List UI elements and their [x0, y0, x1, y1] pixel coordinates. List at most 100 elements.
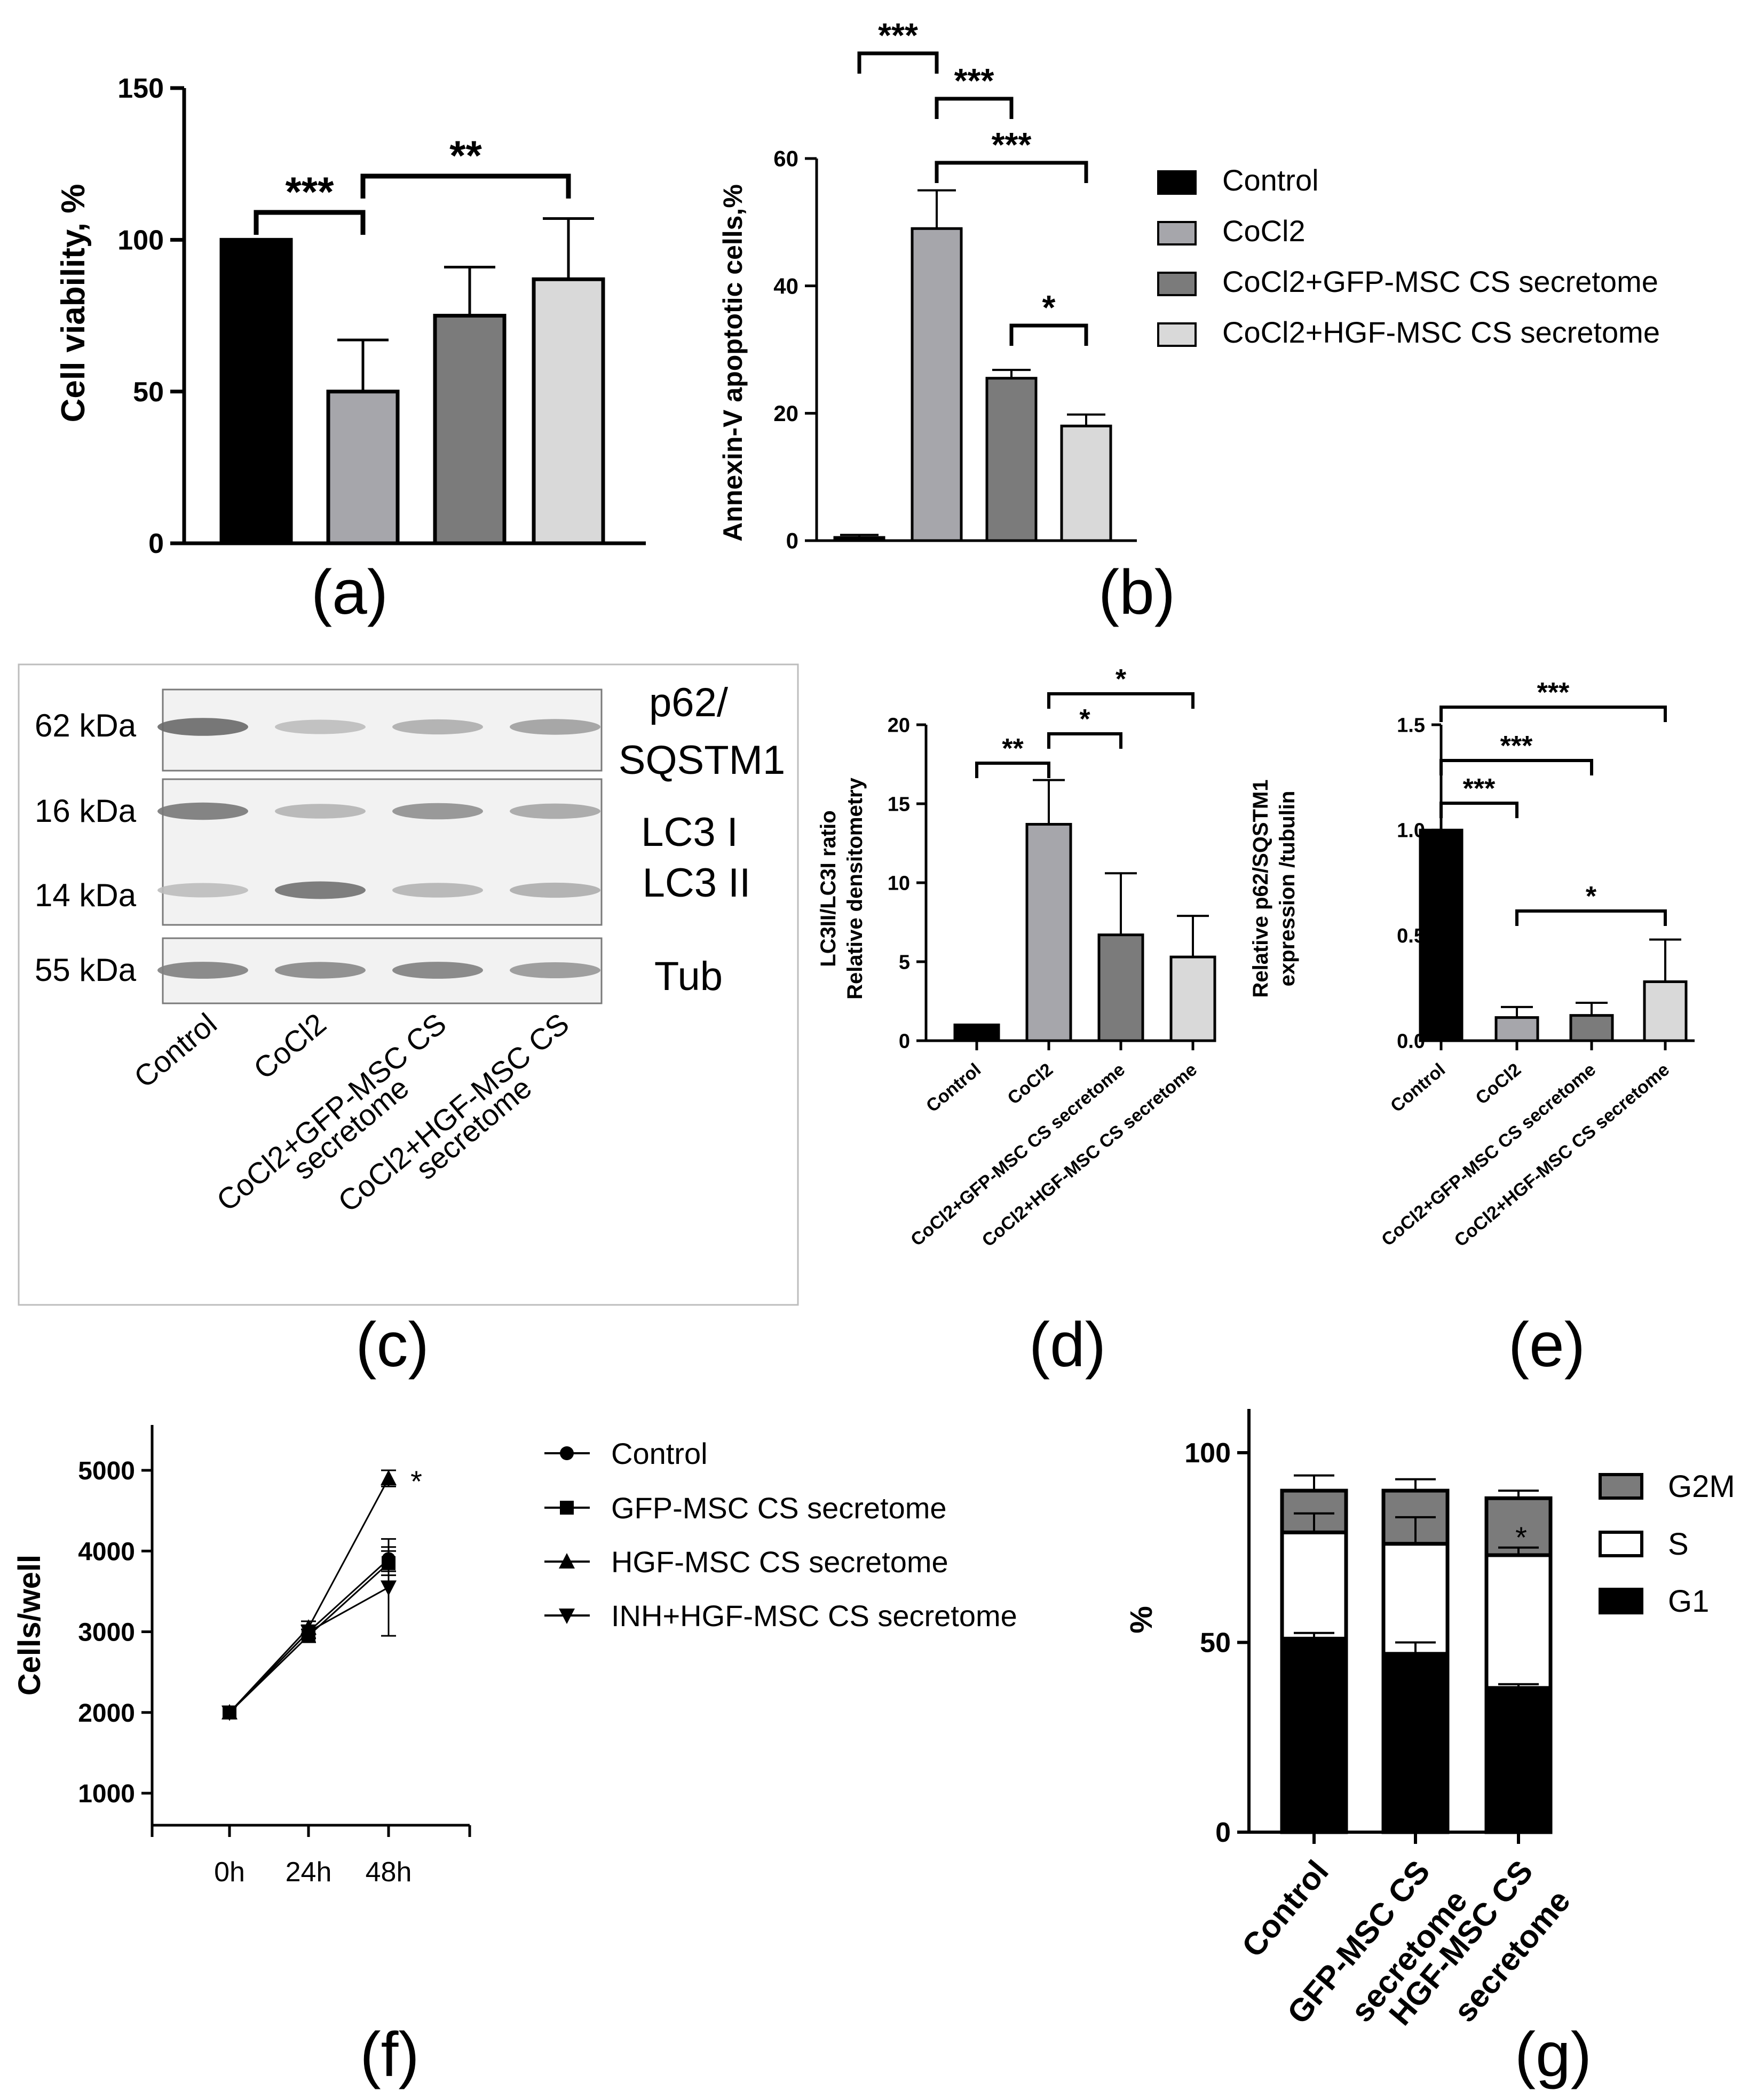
panel-e-bar-cocl2: [1494, 1016, 1539, 1042]
legend-label-control: Control: [1222, 163, 1319, 197]
panel-b-significance-bracket: [857, 51, 939, 74]
panel-b-bar-hgf: [1060, 424, 1112, 542]
panel-e-significance-stars: *: [1586, 881, 1597, 912]
panel-a-y-tick-label: 150: [117, 73, 164, 104]
panel-g-segment-s-control: [1280, 1530, 1348, 1641]
blot-band-lc3ii-lane-3: [392, 883, 483, 898]
panel-a-bar-control: [219, 237, 293, 545]
blot-band-lc3ii-lane-1: [157, 883, 248, 898]
panel-e-significance-stars: ***: [1463, 773, 1496, 804]
panel-d-significance-bracket: [975, 762, 1050, 778]
panel-b-significance-bracket: [935, 161, 1088, 183]
legend-label-g1: G1: [1668, 1584, 1709, 1619]
panel-a-bar-cocl2: [326, 390, 400, 545]
panel-d-label: (d): [1029, 1310, 1106, 1380]
legend-swatch-hgf: [1157, 322, 1197, 347]
panel-a-bar-gfp: [433, 314, 507, 545]
panel-e-significance-stars: ***: [1537, 677, 1570, 708]
blot-band-p62-lane-2: [275, 719, 366, 734]
panel-e-y-tick-label: 0.5: [1397, 925, 1425, 947]
panel-f-growth-curve: * 1000 2000 3000 4000 5000 0h 24h 48h Cells/wel…: [12, 1425, 1017, 2090]
panel-e-significance-bracket: [1515, 909, 1667, 926]
panel-g-ylabel: %: [1124, 1606, 1159, 1634]
panel-e-y-tick-label: 1.0: [1397, 820, 1425, 842]
panel-e-y-tick-label: 1.5: [1397, 714, 1425, 736]
panel-a-label: (a): [311, 557, 388, 628]
panel-d-y-tick-label: 15: [888, 793, 910, 815]
panel-b-bar-gfp: [985, 377, 1038, 542]
panel-f-y-tick-label: 2000: [78, 1699, 135, 1728]
panel-d-bar-hgf: [1169, 955, 1216, 1042]
panel-g-legend: G2M S G1: [1599, 1469, 1735, 1619]
kda-label-14: 14 kDa: [35, 877, 137, 913]
legend-marker-inh-hgf: [559, 1609, 575, 1624]
panel-a-significance-stars: **: [449, 132, 482, 179]
blot-strip-lc3: [162, 778, 603, 926]
kda-label-55: 55 kDa: [35, 952, 137, 988]
panel-f-significance-star: *: [410, 1464, 422, 1498]
panel-g-segment-s-hgf: [1484, 1553, 1553, 1690]
panel-f-ylabel: Cells/well: [12, 1555, 47, 1696]
blot-band-p62-lane-3: [392, 719, 483, 735]
legend-label-s: S: [1668, 1527, 1689, 1562]
panel-d-bar-cocl2: [1025, 822, 1072, 1042]
panel-e-bar-gfp: [1569, 1014, 1614, 1042]
panel-a-y-tick-label: 50: [133, 377, 164, 408]
panel-e-ylabel-line2: expression /tubulin: [1276, 791, 1299, 987]
panel-g-y-tick-label: 100: [1184, 1438, 1231, 1469]
panel-f-x-tick-label: 0h: [214, 1857, 245, 1888]
legend-label-inh-hgf: INH+HGF-MSC CS secretome: [611, 1599, 1017, 1633]
panel-d-y-tick-label: 0: [899, 1030, 910, 1052]
panel-b-bar-cocl2: [911, 227, 963, 542]
protein-label-sqstm1: SQSTM1: [619, 738, 786, 783]
legend-label-hgf: CoCl2+HGF-MSC CS secretome: [1222, 315, 1660, 349]
legend-swatch-cocl2: [1157, 221, 1197, 245]
panel-g-y-tick-label: 0: [1215, 1817, 1231, 1848]
protein-label-lc3ii: LC3 II: [643, 860, 751, 906]
panel-d-bar-control: [953, 1023, 1000, 1042]
panel-f-label: (f): [360, 2019, 419, 2090]
blot-band-lc3i-lane-4: [510, 803, 600, 819]
panel-d-bar-gfp: [1097, 933, 1144, 1042]
panel-f-x-tick-label: 48h: [366, 1857, 412, 1888]
legend-marker-hgf: [559, 1553, 575, 1569]
protein-label-p62: p62/: [649, 680, 729, 725]
legend-label-control: Control: [611, 1437, 708, 1470]
panel-f-y-tick-label: 5000: [78, 1457, 135, 1485]
panel-e-significance-stars: ***: [1500, 731, 1533, 762]
panel-b-y-tick-label: 20: [773, 401, 798, 426]
panel-b-significance-stars: ***: [878, 16, 918, 54]
panel-a-significance-stars: ***: [285, 168, 334, 215]
blot-band-p62-lane-1: [157, 718, 248, 736]
panel-d-y-tick-label: 10: [888, 872, 910, 894]
panel-a-significance-bracket: [360, 173, 571, 199]
panel-g-label: (g): [1515, 2019, 1592, 2090]
legend-marker-gfp: [560, 1501, 574, 1515]
blot-band-tub-lane-3: [392, 962, 483, 979]
legend-swatch-control: [1157, 170, 1197, 195]
legend-label-gfp: GFP-MSC CS secretome: [611, 1491, 947, 1525]
legend-label-cocl2: CoCl2: [1222, 214, 1306, 248]
panel-d-significance-bracket: [1047, 732, 1122, 749]
panel-d-significance-stars: *: [1116, 664, 1127, 695]
blot-band-tub-lane-2: [275, 962, 366, 979]
legend-swatch-gfp: [1157, 272, 1197, 296]
panel-f-point-hgf: [381, 1470, 397, 1486]
panel-e-y-tick-label: 0.0: [1397, 1030, 1425, 1052]
panel-b-significance-stars: ***: [954, 61, 994, 100]
blot-band-lc3i-lane-2: [275, 804, 366, 819]
protein-label-tub: Tub: [654, 954, 723, 999]
panel-g-segment-g1-gfp: [1381, 1652, 1450, 1834]
panel-b-significance-bracket: [935, 97, 1014, 119]
panel-f-legend: Control GFP-MSC CS secretome HGF-MSC CS se…: [544, 1437, 1017, 1633]
panel-f-x-tick-label: 24h: [286, 1857, 332, 1888]
panel-b-y-tick-label: 40: [773, 273, 798, 298]
panel-e-significance-bracket: [1439, 706, 1667, 722]
panel-d-y-tick-label: 20: [888, 714, 910, 736]
panel-b-significance-stars: ***: [992, 125, 1032, 164]
legend-swatch-g1: [1599, 1588, 1643, 1614]
legend-label-g2m: G2M: [1668, 1469, 1735, 1504]
panel-a-ylabel: Cell viability, %: [55, 184, 92, 423]
